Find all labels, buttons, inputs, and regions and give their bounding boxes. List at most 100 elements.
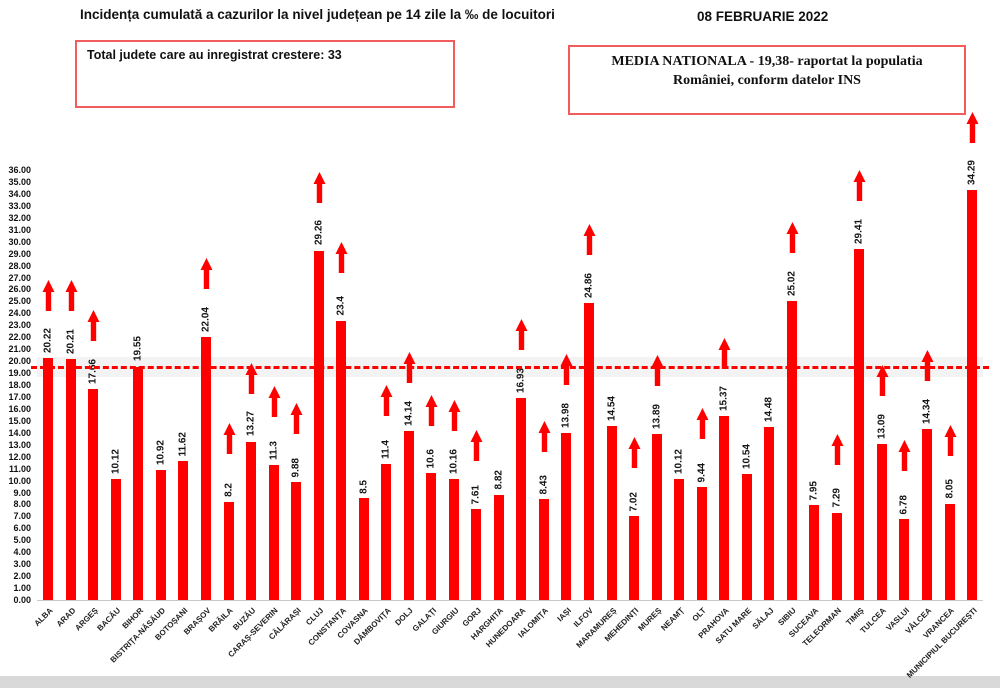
bar-value-label: 7.95 — [808, 480, 820, 501]
x-axis-label: NEAMȚ — [659, 606, 686, 633]
bar-column: 20.22 ALBA — [33, 170, 60, 628]
bar-column: 8.43 IALOMIȚA — [517, 170, 556, 640]
footer-band — [0, 676, 1000, 688]
page-title: Incidența cumulată a cazurilor la nivel … — [80, 7, 555, 22]
increase-arrow-icon — [200, 257, 213, 289]
bar-column: 9.88 CĂLĂRAȘI — [267, 170, 308, 642]
bar-column: 9.44 OLT — [690, 170, 713, 623]
bar-value-label: 8.82 — [493, 470, 505, 490]
bar-column: 13.89 MUREȘ — [636, 170, 668, 633]
bar — [65, 358, 76, 600]
y-tick-label: 3.00 — [13, 559, 31, 570]
increase-arrow-icon — [560, 354, 573, 386]
bar — [493, 494, 504, 600]
y-tick-label: 31.00 — [8, 224, 31, 235]
bar-value-label: 11.4 — [380, 439, 392, 459]
x-axis-label: OLT — [690, 606, 709, 624]
y-tick-label: 13.00 — [8, 439, 31, 450]
bar-value-label: 9.44 — [696, 462, 708, 483]
bar-value-label: 13.09 — [876, 413, 888, 439]
bar — [381, 463, 392, 600]
bar-value-label: 7.02 — [628, 491, 640, 512]
increase-arrow-icon — [966, 111, 979, 143]
y-tick-label: 2.00 — [13, 571, 31, 582]
bar-value-label: 10.12 — [110, 449, 122, 475]
bar-column: 24.86 ILFOV — [572, 170, 601, 629]
bar-column: 20.21 ARAD — [54, 170, 83, 629]
bar-column: 34.29 MUNICIPIUL BUCUREȘTI — [905, 111, 984, 680]
bar-value-label: 8.43 — [538, 474, 550, 495]
bar-value-label: 14.34 — [921, 398, 933, 424]
bar-column: 10.12 NEAMȚ — [659, 170, 691, 632]
bar — [809, 505, 820, 600]
bar — [246, 441, 257, 600]
y-tick-label: 17.00 — [8, 391, 31, 402]
x-axis-label: ALBA — [32, 606, 55, 629]
bar-value-label: 13.27 — [245, 411, 257, 437]
bar-value-label: 13.98 — [560, 403, 572, 429]
x-axis-label: BACĂU — [95, 606, 123, 633]
increase-arrow-icon — [380, 385, 393, 417]
bar-column: 11.62 BOTOȘANI — [154, 170, 195, 642]
x-axis-label: SĂLAJ — [750, 606, 776, 631]
bar-column: 14.48 SĂLAJ — [751, 170, 781, 631]
bar — [831, 512, 842, 600]
bar-value-label: 20.21 — [65, 328, 77, 354]
bar-column: 23.4 CONSTANȚA — [306, 170, 353, 647]
increase-arrow-icon — [628, 437, 641, 469]
increase-arrow-icon — [290, 403, 303, 435]
y-tick-label: 28.00 — [8, 260, 31, 271]
bar — [674, 479, 685, 600]
bar-column: 8.05 VRANCEA — [922, 170, 961, 640]
increase-arrow-icon — [538, 420, 551, 452]
bar — [155, 469, 166, 600]
bar-column: 7.61 GORJ — [460, 170, 488, 628]
bar-column: 8.82 HARGHITA — [469, 170, 511, 642]
increase-arrow-icon — [470, 430, 483, 462]
bar — [629, 516, 640, 600]
bar-value-label: 10.54 — [741, 444, 753, 470]
bar-value-label: 22.04 — [200, 306, 212, 332]
increase-arrow-icon — [87, 310, 100, 342]
increase-arrow-icon — [65, 279, 78, 311]
bar — [719, 416, 730, 600]
increase-arrow-icon — [786, 222, 799, 254]
bar-column: 6.78 VASLUI — [884, 170, 916, 633]
bar — [764, 427, 775, 600]
bar-column: 15.37 PRAHOVA — [696, 170, 736, 640]
bar — [854, 248, 865, 600]
y-tick-label: 6.00 — [13, 523, 31, 534]
bar-column: 10.54 SATU MARE — [714, 170, 758, 645]
bar-column: 13.09 TULCEA — [859, 170, 894, 635]
bar — [291, 482, 302, 600]
x-axis-label: MUREȘ — [636, 606, 663, 633]
bar-column: 7.02 MEHEDINȚI — [603, 170, 646, 643]
y-tick-label: 33.00 — [8, 200, 31, 211]
bar-value-label: 11.62 — [177, 431, 189, 457]
y-tick-label: 36.00 — [8, 165, 31, 175]
bar — [88, 389, 99, 600]
x-axis-line — [37, 600, 983, 601]
y-tick-label: 14.00 — [8, 427, 31, 438]
increase-arrow-icon — [245, 362, 258, 394]
bar — [899, 519, 910, 600]
bar-column: 10.92 BISTRIȚA-NĂSĂUD — [109, 170, 173, 665]
increase-arrow-icon — [403, 352, 416, 384]
y-tick-label: 15.00 — [8, 415, 31, 426]
bar-column: 10.16 GIURGIU — [430, 170, 466, 637]
y-tick-label: 5.00 — [13, 535, 31, 546]
y-tick-label: 32.00 — [8, 212, 31, 223]
bar-column: 16.93 HUNEDOARA — [485, 170, 533, 649]
bar-value-label: 7.61 — [470, 484, 482, 505]
bar-value-label: 19.55 — [132, 336, 144, 362]
y-tick-label: 0.00 — [13, 595, 31, 605]
bars-container: 20.22 ALBA 20.21 ARAD 17.66 ARGEȘ 10.12 BACĂU 19… — [33, 111, 984, 680]
bar-column: 14.34 VÂLCEA — [904, 170, 939, 636]
bar-column: 25.02 SIBIU — [777, 170, 804, 627]
bar-value-label: 34.29 — [966, 160, 978, 186]
bar — [538, 499, 549, 600]
bar-value-label: 10.92 — [155, 439, 167, 465]
bar-value-label: 11.3 — [268, 441, 280, 461]
bar — [584, 303, 595, 600]
bar-column: 7.95 SUCEAVA — [788, 170, 826, 640]
